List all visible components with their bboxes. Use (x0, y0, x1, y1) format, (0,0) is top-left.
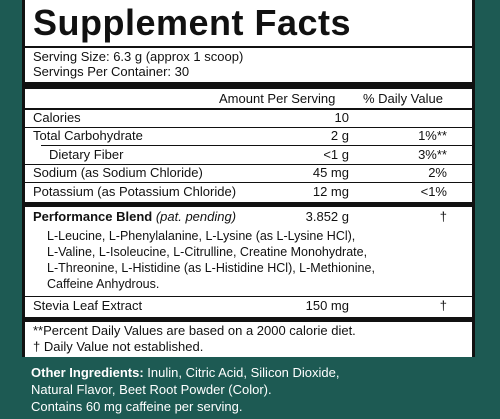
row-amount: 12 mg (312, 184, 349, 199)
serving-size: Serving Size: 6.3 g (approx 1 scoop) (33, 49, 244, 64)
divider (25, 127, 472, 128)
row-amount: 10 (334, 110, 349, 125)
row-amount: <1 g (323, 147, 349, 162)
row-name: Dietary Fiber (49, 147, 124, 162)
supplement-facts-panel: Supplement Facts Serving Size: 6.3 g (ap… (22, 0, 475, 357)
row-dv: † (439, 298, 447, 313)
blend-note: (pat. pending) (155, 209, 237, 224)
daily-value-header: % Daily Value (363, 91, 443, 106)
other-ingredients-line: Other Ingredients: Inulin, Citric Acid, … (31, 364, 481, 381)
divider (25, 182, 472, 183)
ingredient-line: Caffeine Anhydrous. (47, 277, 160, 291)
other-ingredients: Other Ingredients: Inulin, Citric Acid, … (31, 364, 481, 415)
blend-amount: 3.852 g (305, 209, 349, 224)
blend-ingredients: L-Leucine, L-Phenylalanine, L-Lysine (as… (47, 228, 467, 292)
divider (25, 164, 472, 165)
other-ingredients-line: Natural Flavor, Beet Root Powder (Color)… (31, 382, 272, 397)
divider (41, 145, 472, 146)
ingredient-line: L-Valine, L-Isoleucine, L-Citrulline, Cr… (47, 245, 368, 259)
row-amount: 2 g (330, 128, 349, 143)
thick-divider (25, 317, 472, 322)
row-name: Stevia Leaf Extract (33, 298, 143, 313)
row-dv: 3%** (418, 147, 447, 162)
other-ingredients-label: Other Ingredients: (31, 365, 144, 380)
footnote: **Percent Daily Values are based on a 20… (33, 323, 356, 338)
row-name: Sodium (as Sodium Chloride) (33, 165, 203, 180)
caffeine-note: Contains 60 mg caffeine per serving. (31, 399, 243, 414)
divider (25, 296, 472, 297)
row-dv: <1% (420, 184, 447, 199)
row-dv: 2% (428, 165, 447, 180)
row-name: Calories (33, 110, 81, 125)
row-amount: 45 mg (312, 165, 349, 180)
row-amount: 150 mg (305, 298, 349, 313)
panel-title: Supplement Facts (33, 2, 352, 43)
row-dv: 1%** (418, 128, 447, 143)
row-name: Total Carbohydrate (33, 128, 143, 143)
blend-name: Performance Blend (33, 209, 153, 224)
servings-per-container: Servings Per Container: 30 (33, 64, 190, 79)
row-name: Potassium (as Potassium Chloride) (33, 184, 237, 199)
footnote: † Daily Value not established. (33, 339, 204, 354)
thick-divider (25, 82, 472, 89)
amount-header: Amount Per Serving (219, 91, 336, 106)
other-ingredients-text: Inulin, Citric Acid, Silicon Dioxide, (143, 365, 340, 380)
blend-heading: Performance Blend (pat. pending) (33, 209, 236, 224)
divider (25, 46, 472, 48)
divider (25, 108, 472, 110)
ingredient-line: L-Leucine, L-Phenylalanine, L-Lysine (as… (47, 229, 356, 243)
blend-dv: † (439, 209, 447, 224)
ingredient-line: L-Threonine, L-Histidine (as L-Histidine… (47, 261, 375, 275)
thick-divider (25, 202, 472, 207)
